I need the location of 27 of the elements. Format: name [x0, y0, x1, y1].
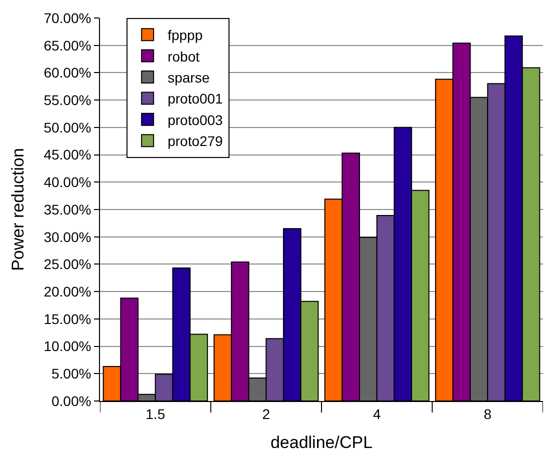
y-tick-label: 60.00%: [44, 64, 92, 81]
x-tick-label: 8: [484, 406, 492, 422]
x-tick-label: 2: [262, 406, 270, 422]
legend-label: sparse: [168, 69, 210, 86]
x-tick-label: 1.5: [146, 406, 166, 422]
x-axis-title: deadline/CPL: [270, 433, 373, 452]
y-tick-label: 35.00%: [44, 201, 92, 218]
y-tick-label: 55.00%: [44, 92, 92, 108]
legend-label: proto003: [168, 112, 224, 128]
y-tick-label: 40.00%: [44, 174, 92, 190]
legend-label: proto279: [168, 133, 224, 150]
y-axis-title: Power reduction: [8, 148, 28, 271]
y-tick-label: 25.00%: [44, 256, 92, 272]
y-tick-label: 45.00%: [44, 146, 92, 163]
legend-label: fpppp: [168, 27, 203, 44]
y-tick-label: 30.00%: [44, 228, 92, 245]
legend-label: proto001: [168, 90, 224, 107]
y-tick-label: 65.00%: [44, 37, 92, 54]
y-tick-label: 50.00%: [44, 119, 92, 136]
y-tick-label: 15.00%: [44, 310, 92, 327]
x-tick-label: 4: [372, 406, 381, 422]
y-tick-label: 0.00%: [51, 392, 92, 409]
y-tick-label: 10.00%: [44, 338, 92, 354]
legend-label: robot: [168, 48, 200, 64]
y-tick-label: 70.00%: [44, 10, 92, 26]
y-tick-label: 5.00%: [51, 366, 92, 382]
y-tick-label: 20.00%: [44, 283, 92, 300]
